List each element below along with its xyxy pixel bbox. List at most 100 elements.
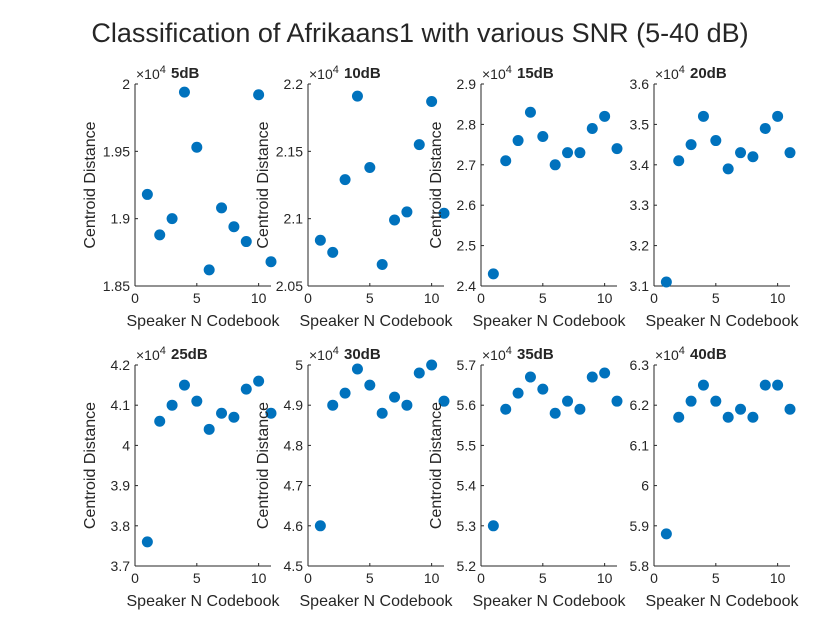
- y-tick-label: 1.9: [111, 211, 131, 227]
- data-point: [673, 155, 685, 167]
- y-axis-label: Centroid Distance: [255, 121, 272, 248]
- data-point: [376, 407, 388, 419]
- data-point: [426, 359, 438, 371]
- y-tick-label: 5.6: [457, 397, 477, 413]
- data-point: [586, 122, 598, 134]
- x-axis-label: Speaker N Codebook: [646, 313, 800, 330]
- x-tick-label: 5: [193, 570, 201, 586]
- y-tick-label: 2.9: [457, 76, 477, 92]
- y-tick-label: 5.7: [457, 357, 477, 373]
- data-point: [376, 258, 388, 270]
- data-point: [524, 106, 536, 118]
- data-point: [178, 379, 190, 391]
- data-point: [710, 395, 722, 407]
- y-tick-label: 1.85: [103, 278, 130, 294]
- y-tick-label: 2.6: [457, 197, 477, 213]
- x-axis-label: Speaker N Codebook: [473, 313, 627, 330]
- data-point: [722, 163, 734, 175]
- data-point: [364, 379, 376, 391]
- data-point: [401, 399, 413, 411]
- data-point: [487, 268, 499, 280]
- data-point: [537, 383, 549, 395]
- y-tick-label: 2.1: [284, 211, 304, 227]
- y-tick-label: 5.2: [457, 558, 477, 574]
- x-tick-label: 10: [770, 290, 786, 306]
- x-axis-label: Speaker N Codebook: [127, 313, 281, 330]
- y-tick-label: 5.4: [457, 478, 477, 494]
- y-tick-label: 4.2: [111, 357, 131, 373]
- exponent-label: ×104: [482, 64, 512, 82]
- x-tick-label: 0: [650, 570, 658, 586]
- data-point: [735, 147, 747, 159]
- data-point: [438, 395, 450, 407]
- y-tick-label: 5: [295, 357, 303, 373]
- data-point: [549, 159, 561, 171]
- data-point: [389, 391, 401, 403]
- data-point: [253, 375, 265, 387]
- y-axis-label: Centroid Distance: [255, 402, 272, 529]
- data-point: [314, 520, 326, 532]
- data-point: [141, 188, 153, 200]
- x-tick-label: 0: [477, 570, 485, 586]
- y-tick-label: 2.5: [457, 238, 477, 254]
- data-point: [772, 110, 784, 122]
- y-tick-label: 2.15: [276, 143, 303, 159]
- subplot-10dB: 2.05 2.1 2.15 2.2 0 5 10 Speaker N Codebook Cent…: [255, 64, 453, 330]
- y-tick-label: 3.9: [111, 478, 131, 494]
- y-tick-label: 6.1: [630, 437, 650, 453]
- x-tick-label: 5: [193, 290, 201, 306]
- data-point: [327, 246, 339, 258]
- exponent-label: ×104: [309, 345, 339, 363]
- data-point: [487, 520, 499, 532]
- data-point: [586, 371, 598, 383]
- y-axis-label: Centroid Distance: [428, 121, 445, 248]
- data-point: [216, 202, 228, 214]
- data-point: [166, 213, 178, 225]
- subplot-title: 5dB: [171, 65, 200, 82]
- y-tick-label: 4.7: [284, 478, 304, 494]
- y-tick-label: 3.6: [630, 76, 650, 92]
- data-point: [747, 411, 759, 423]
- y-tick-label: 5.3: [457, 518, 477, 534]
- data-point: [574, 147, 586, 159]
- x-tick-label: 0: [131, 290, 139, 306]
- data-point: [413, 367, 425, 379]
- y-tick-label: 1.95: [103, 143, 130, 159]
- data-point: [240, 236, 252, 248]
- x-tick-label: 0: [304, 290, 312, 306]
- data-point: [401, 206, 413, 218]
- x-axis-label: Speaker N Codebook: [646, 593, 800, 610]
- exponent-label: ×104: [482, 345, 512, 363]
- y-tick-label: 4.6: [284, 518, 304, 534]
- subplot-20dB: 3.1 3.2 3.3 3.4 3.5 3.6 0 5 10 Speaker N Codebook…: [630, 64, 800, 330]
- y-tick-label: 2.05: [276, 278, 303, 294]
- x-tick-label: 10: [770, 570, 786, 586]
- y-axis-label: Centroid Distance: [82, 402, 99, 529]
- data-point: [253, 89, 265, 101]
- y-tick-label: 4: [122, 437, 130, 453]
- exponent-label: ×104: [655, 345, 685, 363]
- data-point: [228, 411, 240, 423]
- data-point: [611, 143, 623, 155]
- subplot-title: 15dB: [517, 65, 554, 82]
- y-tick-label: 2.7: [457, 157, 477, 173]
- data-point: [759, 122, 771, 134]
- data-point: [735, 403, 747, 415]
- data-point: [599, 110, 611, 122]
- data-point: [562, 147, 574, 159]
- data-point: [154, 415, 166, 427]
- subplot-title: 35dB: [517, 346, 554, 363]
- subplot-15dB: 2.4 2.5 2.6 2.7 2.8 2.9 0 5 10 Speaker N Codebook…: [428, 64, 626, 330]
- y-tick-label: 5.5: [457, 437, 477, 453]
- y-tick-label: 6.2: [630, 397, 650, 413]
- y-axis-label: Centroid Distance: [82, 121, 99, 248]
- exponent-label: ×104: [309, 64, 339, 82]
- x-tick-label: 5: [712, 570, 720, 586]
- x-tick-label: 10: [251, 570, 267, 586]
- subplot-35dB: 5.2 5.3 5.4 5.5 5.6 5.7 0 5 10 Speaker N Codebook…: [428, 345, 626, 610]
- data-point: [759, 379, 771, 391]
- data-point: [339, 387, 351, 399]
- data-point: [314, 234, 326, 246]
- data-point: [426, 96, 438, 108]
